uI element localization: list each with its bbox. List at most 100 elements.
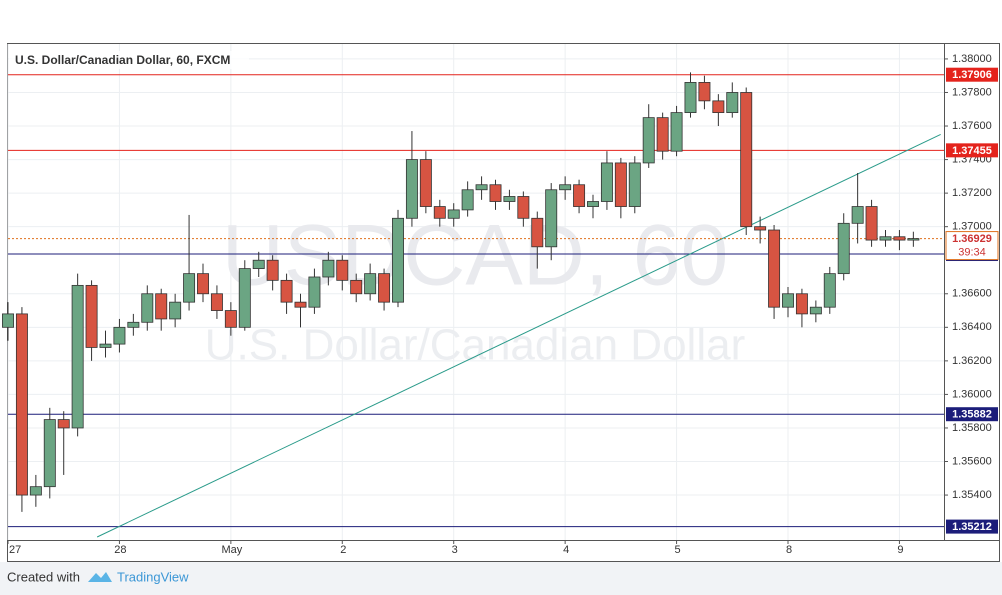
candle-body [392, 217, 404, 303]
candle-body [837, 222, 850, 275]
y-tick-label: 1.35800 [952, 422, 992, 434]
candle-body [280, 279, 293, 303]
level-label-bg [946, 519, 998, 534]
candle-body [378, 273, 391, 303]
x-tick-label: May [221, 544, 242, 556]
candle-body [823, 273, 836, 308]
candle-body [183, 273, 196, 303]
watermark-subtitle: U.S. Dollar/Canadian Dollar [205, 321, 745, 370]
title-bg [9, 51, 249, 69]
candle-body [210, 293, 223, 311]
level-label-bg [946, 67, 998, 82]
candle-body [169, 301, 182, 320]
candle-body [628, 162, 641, 207]
chart-title: U.S. Dollar/Canadian Dollar, 60, FXCM [15, 53, 230, 67]
level-label-bg [946, 143, 998, 158]
y-tick-label: 1.37200 [952, 187, 992, 199]
candle-body [573, 184, 586, 207]
candle-body [447, 209, 460, 219]
candle-body [433, 206, 446, 219]
x-tick-label: 5 [675, 544, 681, 556]
candle-body [893, 236, 906, 241]
candle-body [322, 259, 335, 278]
candle-body [419, 159, 432, 207]
y-tick-label: 1.36600 [952, 288, 992, 300]
candle-body [461, 189, 474, 211]
watermark: USDCAD, 60 [222, 208, 729, 304]
candle-body [2, 313, 14, 328]
candle-body [113, 326, 126, 345]
candle-body [670, 112, 683, 152]
last-price-label: 1.36929 [952, 233, 992, 245]
footer-bar [0, 562, 1002, 595]
candle-body [600, 162, 613, 202]
axes: 1.35400 1.35600 1.35800 1.36000 1.36200 1.364… [7, 53, 999, 556]
x-tick-label: 28 [114, 544, 126, 556]
candle-body [141, 293, 154, 323]
x-tick-label: 2 [340, 544, 346, 556]
candle-body [684, 82, 697, 114]
candle-body [517, 196, 530, 219]
candle-body [15, 313, 28, 496]
candle-body [197, 273, 209, 295]
candle-body [726, 92, 739, 114]
candle-body [656, 117, 669, 152]
candle-body [224, 310, 237, 328]
candle-body [155, 293, 168, 320]
footer-brand[interactable]: TradingView [117, 569, 189, 584]
candle-body [252, 259, 265, 270]
candle-body [851, 206, 864, 224]
candle-body [559, 184, 572, 191]
candle-body [740, 92, 753, 228]
x-tick-label: 27 [9, 544, 21, 556]
tradingview-logo [88, 572, 112, 582]
candle-body [587, 201, 599, 207]
candle-body [809, 306, 822, 315]
candle-body [99, 343, 112, 348]
x-tick-label: 9 [897, 544, 903, 556]
y-tick-label: 1.36400 [952, 321, 992, 333]
candle-body [712, 100, 725, 114]
candle-body [865, 206, 878, 241]
candle-body [754, 226, 767, 231]
level-label: 1.35882 [952, 409, 992, 421]
candle-body [545, 189, 558, 248]
x-tick-label: 8 [786, 544, 792, 556]
candle-body [879, 236, 892, 241]
trendline [96, 133, 941, 538]
y-tick-label: 1.38000 [952, 53, 992, 65]
candle-body [475, 184, 488, 191]
candle-body [698, 82, 711, 102]
x-tick-label: 3 [452, 544, 458, 556]
logo-icon [88, 572, 112, 582]
x-tick-label: 4 [563, 544, 569, 556]
y-tick-label: 1.37600 [952, 120, 992, 132]
candle-body [907, 238, 920, 241]
y-tick-label: 1.35400 [952, 489, 992, 501]
candle-body [85, 284, 98, 348]
plot [2, 72, 944, 538]
level-label: 1.37906 [952, 69, 992, 81]
candle-body [489, 184, 502, 202]
candle-body [308, 276, 321, 308]
candle-body [503, 196, 516, 202]
candle-body [350, 279, 363, 295]
candle-body [294, 301, 307, 308]
candle-body [71, 284, 84, 429]
level-label-bg [946, 407, 998, 422]
candle-body [57, 419, 70, 429]
candle-body [782, 293, 794, 308]
y-tick-label: 1.36200 [952, 355, 992, 367]
candle-body [405, 159, 418, 219]
candle-body [768, 229, 781, 308]
candle-body [642, 117, 655, 164]
y-tick-label: 1.36000 [952, 388, 992, 400]
y-tick-label: 1.37000 [952, 221, 992, 233]
level-label: 1.35212 [952, 521, 992, 533]
candle-body [531, 217, 544, 248]
y-tick-label: 1.35600 [952, 455, 992, 467]
candle-body [614, 162, 627, 207]
candle-body [364, 273, 377, 295]
candle-body [266, 259, 279, 281]
